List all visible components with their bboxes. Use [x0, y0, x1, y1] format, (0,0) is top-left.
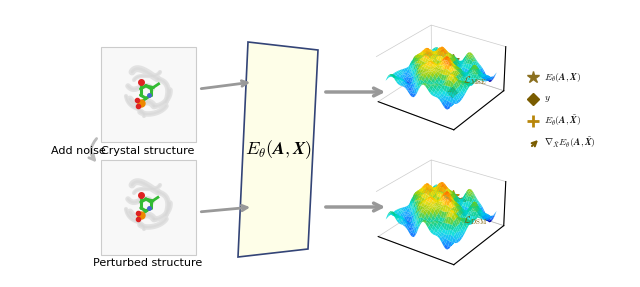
Text: $E_{\theta}(\boldsymbol{A}, \tilde{\boldsymbol{X}})$: $E_{\theta}(\boldsymbol{A}, \tilde{\bold…	[544, 114, 581, 128]
Text: $E_{\theta}(\boldsymbol{A}, \boldsymbol{X})$: $E_{\theta}(\boldsymbol{A}, \boldsymbol{…	[244, 138, 312, 161]
Polygon shape	[238, 42, 318, 257]
Text: Perturbed structure: Perturbed structure	[93, 259, 203, 269]
Text: $\nabla_{\tilde{X}} E_{\theta}(\boldsymbol{A}, \tilde{\boldsymbol{X}})$: $\nabla_{\tilde{X}} E_{\theta}(\boldsymb…	[544, 136, 596, 150]
Bar	[100, 160, 195, 255]
Text: Crystal structure: Crystal structure	[101, 146, 195, 156]
Text: $y$: $y$	[544, 94, 551, 104]
Text: $E_{\theta}(\boldsymbol{A}, \boldsymbol{X})$: $E_{\theta}(\boldsymbol{A}, \boldsymbol{…	[544, 71, 581, 84]
Text: Add noise: Add noise	[51, 146, 106, 156]
Bar	[100, 46, 195, 141]
